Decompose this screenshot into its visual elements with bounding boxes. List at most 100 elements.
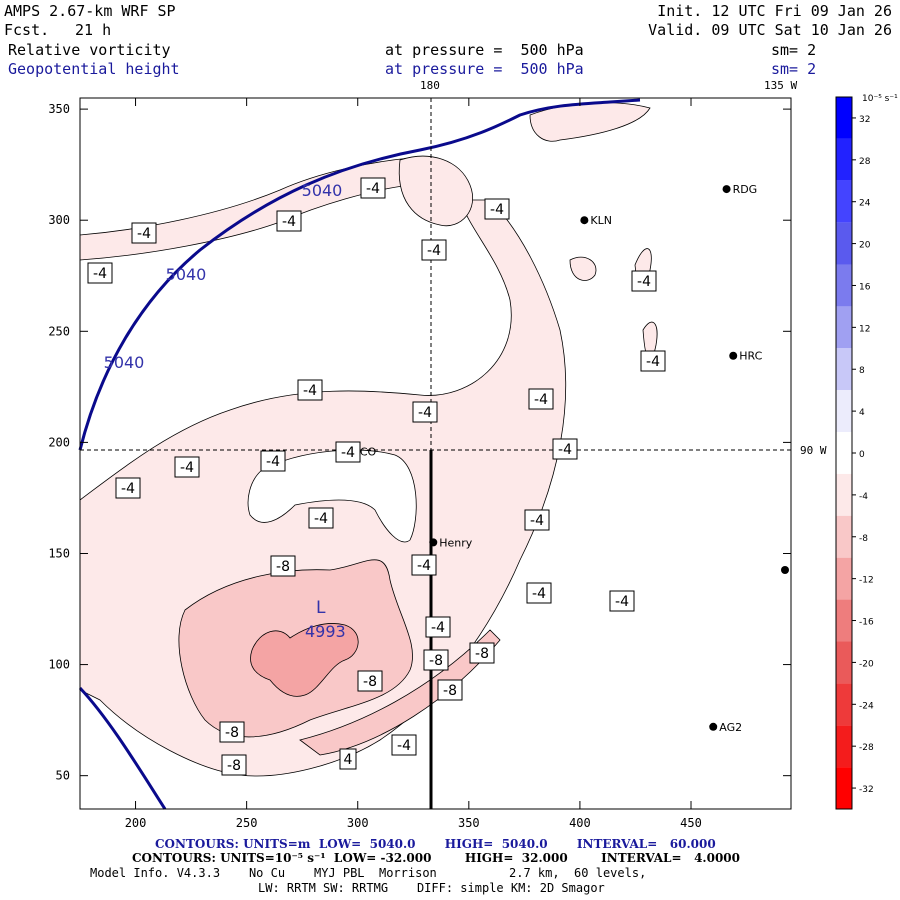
contour-label: -4 <box>615 594 629 610</box>
contour-label-box <box>609 590 635 612</box>
colorbar-tick-label: -4 <box>859 492 868 502</box>
contour-label: -4 <box>137 226 151 242</box>
colorbar-tick-label: 16 <box>859 282 871 292</box>
meridian-135w-label: 135 W <box>764 79 798 92</box>
colorbar-unit: 10⁻⁵ s⁻¹ <box>862 94 898 104</box>
contour-label-box <box>335 441 361 463</box>
field1-smooth: sm= 2 <box>771 41 817 59</box>
x-tick-label: 350 <box>458 816 480 830</box>
contour-label-box <box>469 642 495 664</box>
y-tick-label: 150 <box>48 546 70 560</box>
contour-label: -8 <box>225 725 239 741</box>
contour-label: -4 <box>427 243 441 259</box>
contour-label-box <box>412 401 438 423</box>
station-dot-edge <box>781 566 789 574</box>
footer-model-info2: LW: RRTM SW: RRTMG DIFF: simple KM: 2D S… <box>258 881 605 895</box>
y-tick-label: 350 <box>48 102 70 116</box>
contour-label-box <box>640 350 666 372</box>
low-center-value: 4993 <box>305 622 346 641</box>
model-title: AMPS 2.67-km WRF SP <box>4 2 176 20</box>
colorbar-tick-label: 0 <box>859 450 865 460</box>
contour-label-box <box>437 679 463 701</box>
contour-label-box <box>631 270 657 292</box>
forecast-hours: 21 h <box>75 21 112 39</box>
x-tick-label: 200 <box>125 816 147 830</box>
field2-name: Geopotential height <box>8 60 180 78</box>
colorbar-swatch <box>836 222 852 265</box>
colorbar-swatch <box>836 725 852 768</box>
contour-label: -4 <box>646 354 660 370</box>
colorbar-tick-label: -16 <box>859 618 874 628</box>
colorbar-swatch <box>836 390 852 433</box>
station-dot <box>722 185 731 194</box>
contour-label-box <box>174 456 200 478</box>
contour-label: -4 <box>637 274 651 290</box>
forecast-label: Fcst. <box>4 21 50 39</box>
contour-label: -4 <box>490 202 504 218</box>
valid-time: Valid. 09 UTC Sat 10 Jan 26 <box>648 21 892 39</box>
station-label: AG2 <box>719 721 742 734</box>
contour-label-box <box>411 554 437 576</box>
station-label: RDG <box>733 183 758 196</box>
contour-label: -4 <box>314 511 328 527</box>
field1-name: Relative vorticity <box>8 41 171 59</box>
contour-label: 4 <box>344 752 353 768</box>
contour-label-box <box>357 670 383 692</box>
y-tick-label: 300 <box>48 213 70 227</box>
contour-label: -4 <box>558 442 572 458</box>
colorbar-tick-label: -8 <box>859 534 868 544</box>
contour-label: -8 <box>227 758 241 774</box>
contour-label: -8 <box>443 683 457 699</box>
contour-label-box <box>421 239 447 261</box>
contour-label: -4 <box>431 620 445 636</box>
vort-region-neg8-arc <box>299 629 501 756</box>
contour-label-box <box>221 754 247 776</box>
y-tick-label: 50 <box>56 769 70 783</box>
height-contour-label: 5040 <box>166 265 207 284</box>
colorbar-swatch <box>836 473 852 516</box>
height-contour-5040-sw <box>78 686 167 810</box>
colorbar-swatch <box>836 264 852 307</box>
height-contour-label: 5040 <box>302 181 343 200</box>
y-tick-label: 250 <box>48 324 70 338</box>
station-dot <box>580 216 589 225</box>
colorbar-swatch <box>836 557 852 600</box>
contour-label-box <box>526 582 552 604</box>
contour-label: -4 <box>397 738 411 754</box>
colorbar-swatch <box>836 683 852 726</box>
colorbar-tick-label: -12 <box>859 576 874 586</box>
contour-label: -4 <box>93 266 107 282</box>
contour-label: -4 <box>282 214 296 230</box>
colorbar-swatch <box>836 515 852 558</box>
y-tick-label: 200 <box>48 435 70 449</box>
field1-level: at pressure = 500 hPa <box>385 41 584 59</box>
colorbar-tick-label: 20 <box>859 241 871 251</box>
contour-label-box <box>297 379 323 401</box>
contour-label: -8 <box>363 674 377 690</box>
station-label: Henry <box>439 536 473 549</box>
contour-label-box <box>425 616 451 638</box>
contour-label: -4 <box>366 181 380 197</box>
contour-label: -4 <box>266 454 280 470</box>
contour-label-box <box>131 222 157 244</box>
colorbar-swatch <box>836 97 852 139</box>
height-contour-5040 <box>78 98 641 451</box>
station-dot <box>429 538 438 547</box>
meridian-90w-label: 90 W <box>800 444 827 457</box>
colorbar-swatch <box>836 306 852 349</box>
footer-model-info: Model Info. V4.3.3 No Cu MYJ PBL Morriso… <box>90 866 647 880</box>
field2-smooth: sm= 2 <box>771 60 817 78</box>
contour-label-box <box>276 210 302 232</box>
vort-region-kln <box>569 256 597 281</box>
colorbar-tick-label: -24 <box>859 701 874 711</box>
colorbar-tick-label: -20 <box>859 659 874 669</box>
colorbar-swatch <box>836 599 852 642</box>
height-contour-label: 5040 <box>104 353 145 372</box>
colorbar-swatch <box>836 432 852 474</box>
contour-label: -4 <box>532 586 546 602</box>
vort-region-neg12 <box>250 623 359 697</box>
colorbar-tick-label: -32 <box>859 785 874 795</box>
colorbar-swatch <box>836 641 852 684</box>
x-tick-label: 400 <box>569 816 591 830</box>
